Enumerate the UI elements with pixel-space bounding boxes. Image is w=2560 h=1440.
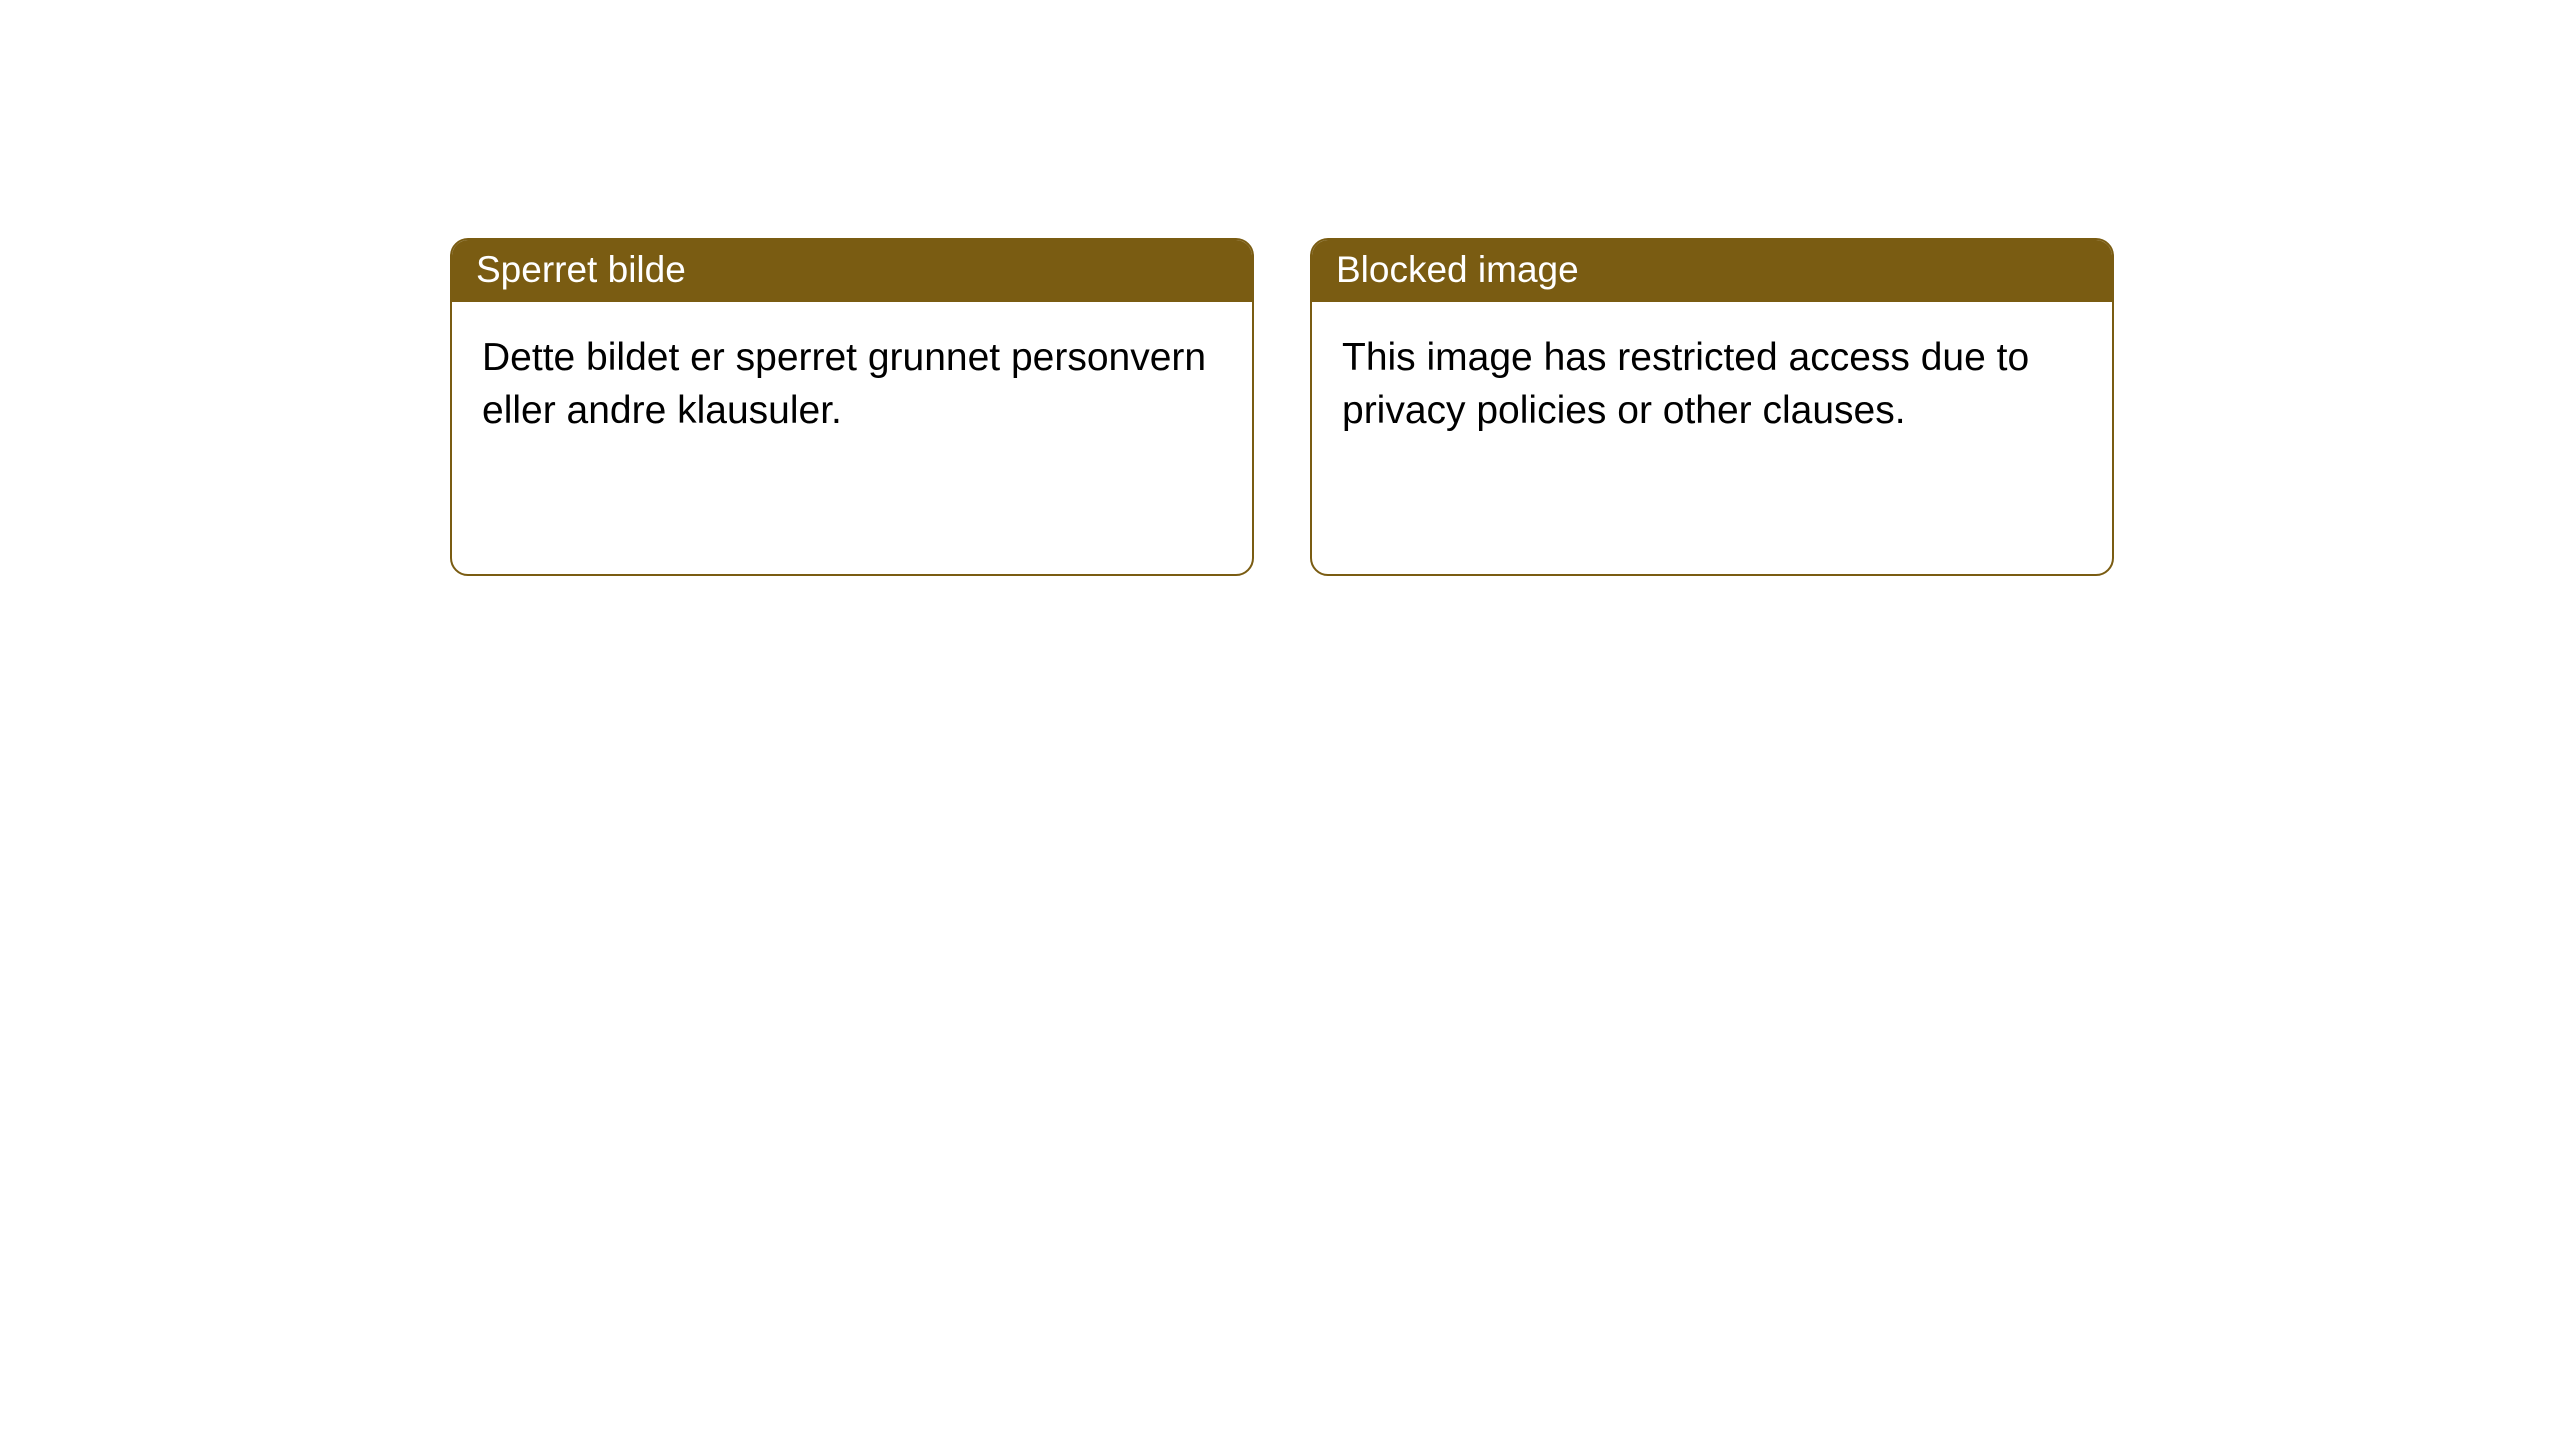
notice-body: Dette bildet er sperret grunnet personve… (452, 302, 1252, 437)
notice-body: This image has restricted access due to … (1312, 302, 2112, 437)
notice-container: Sperret bilde Dette bildet er sperret gr… (0, 0, 2560, 576)
notice-header: Blocked image (1312, 240, 2112, 302)
notice-header: Sperret bilde (452, 240, 1252, 302)
notice-card-norwegian: Sperret bilde Dette bildet er sperret gr… (450, 238, 1254, 576)
notice-card-english: Blocked image This image has restricted … (1310, 238, 2114, 576)
